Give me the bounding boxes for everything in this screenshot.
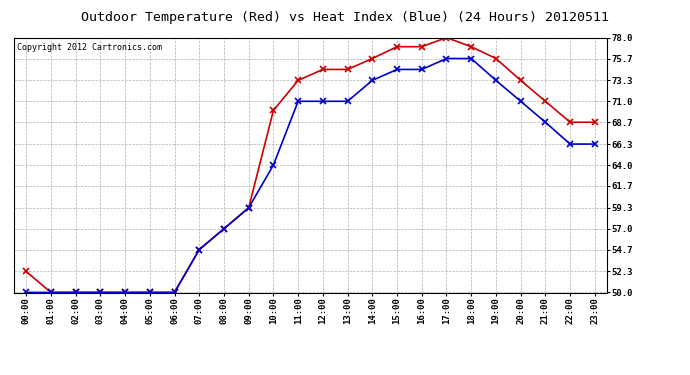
Text: Outdoor Temperature (Red) vs Heat Index (Blue) (24 Hours) 20120511: Outdoor Temperature (Red) vs Heat Index … [81, 11, 609, 24]
Text: Copyright 2012 Cartronics.com: Copyright 2012 Cartronics.com [17, 43, 161, 52]
